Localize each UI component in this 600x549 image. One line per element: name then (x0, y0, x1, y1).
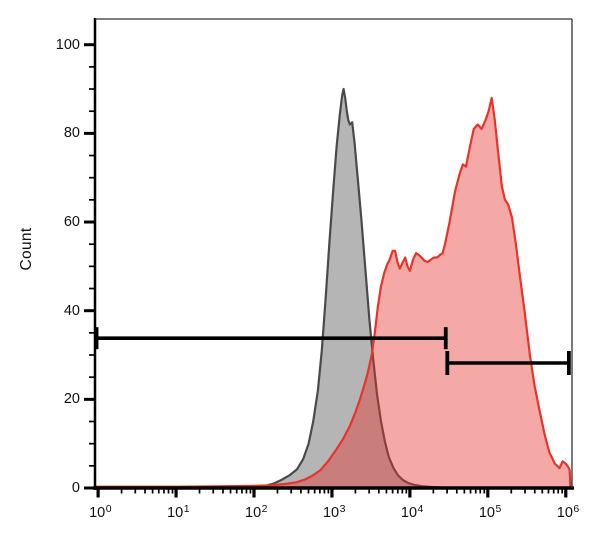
y-tick-label: 60 (63, 214, 80, 231)
unstained-control-histogram-fill (257, 89, 445, 488)
x-tick-label: 104 (400, 503, 424, 521)
stained-sample-histogram-fill (95, 97, 571, 489)
y-tick-label: 0 (71, 480, 80, 496)
x-tick-label: 103 (322, 503, 346, 521)
y-tick-label: 80 (63, 125, 80, 142)
y-tick-label: 40 (63, 302, 80, 319)
y-tick-label: 20 (63, 391, 80, 408)
x-tick-label: 102 (245, 503, 268, 521)
x-tick-label: 106 (556, 503, 580, 521)
y-tick-label: 100 (55, 36, 80, 53)
y-axis-title: Count (18, 227, 35, 271)
unstained-control-histogram-outline (256, 87, 447, 489)
x-tick-label: 105 (478, 503, 502, 521)
x-tick-label: 101 (167, 503, 190, 521)
x-tick-label: 100 (89, 503, 112, 521)
stained-sample-histogram-outline (93, 96, 572, 488)
